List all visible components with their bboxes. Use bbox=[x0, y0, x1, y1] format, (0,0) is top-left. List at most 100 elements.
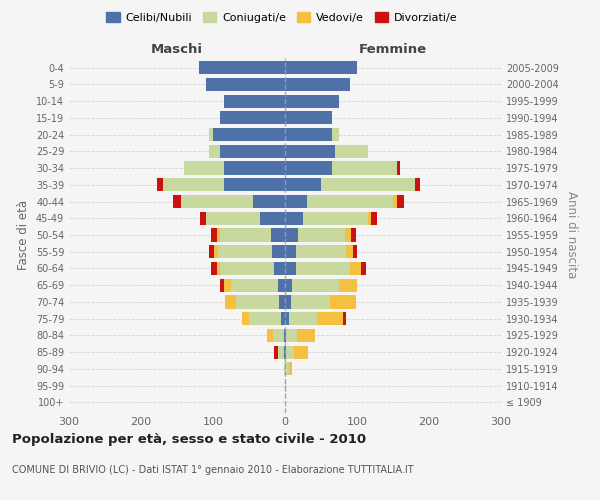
Bar bbox=[236, 296, 279, 308]
Bar bbox=[285, 144, 335, 158]
Bar bbox=[214, 245, 218, 258]
Bar bbox=[296, 262, 350, 275]
Bar bbox=[289, 362, 292, 376]
Bar bbox=[279, 296, 285, 308]
Bar bbox=[293, 346, 308, 358]
Bar bbox=[278, 278, 285, 292]
Bar bbox=[285, 195, 307, 208]
Bar bbox=[173, 195, 181, 208]
Bar bbox=[242, 312, 249, 326]
Bar bbox=[213, 128, 285, 141]
Bar bbox=[285, 362, 289, 376]
Bar bbox=[220, 144, 285, 158]
Bar bbox=[163, 178, 224, 192]
Bar bbox=[206, 78, 285, 91]
Bar bbox=[224, 278, 231, 292]
Bar bbox=[209, 128, 213, 141]
Bar bbox=[284, 346, 285, 358]
Bar bbox=[371, 212, 377, 225]
Bar bbox=[296, 245, 346, 258]
Text: COMUNE DI BRIVIO (LC) - Dati ISTAT 1° gennaio 2010 - Elaborazione TUTTITALIA.IT: COMUNE DI BRIVIO (LC) - Dati ISTAT 1° ge… bbox=[12, 465, 413, 475]
Bar bbox=[350, 262, 361, 275]
Bar bbox=[200, 212, 206, 225]
Bar bbox=[353, 245, 357, 258]
Text: Maschi: Maschi bbox=[151, 43, 203, 56]
Bar bbox=[285, 128, 332, 141]
Bar bbox=[285, 78, 350, 91]
Bar bbox=[220, 262, 274, 275]
Bar bbox=[285, 262, 296, 275]
Bar bbox=[184, 162, 224, 174]
Bar bbox=[285, 228, 298, 241]
Bar bbox=[253, 195, 285, 208]
Bar bbox=[332, 128, 339, 141]
Bar bbox=[331, 296, 356, 308]
Bar bbox=[224, 178, 285, 192]
Bar bbox=[285, 278, 292, 292]
Bar bbox=[285, 346, 286, 358]
Bar bbox=[285, 162, 332, 174]
Bar bbox=[317, 312, 343, 326]
Bar bbox=[217, 262, 220, 275]
Bar bbox=[397, 162, 400, 174]
Bar bbox=[339, 278, 357, 292]
Bar bbox=[286, 329, 297, 342]
Bar bbox=[199, 61, 285, 74]
Legend: Celibi/Nubili, Coniugati/e, Vedovi/e, Divorziati/e: Celibi/Nubili, Coniugati/e, Vedovi/e, Di… bbox=[102, 8, 462, 28]
Bar bbox=[285, 212, 303, 225]
Bar bbox=[286, 346, 293, 358]
Bar bbox=[397, 195, 404, 208]
Bar bbox=[273, 329, 284, 342]
Bar bbox=[368, 212, 371, 225]
Bar bbox=[278, 346, 284, 358]
Bar bbox=[292, 278, 339, 292]
Text: Femmine: Femmine bbox=[359, 43, 427, 56]
Bar bbox=[285, 61, 357, 74]
Bar bbox=[343, 312, 346, 326]
Bar bbox=[218, 245, 272, 258]
Bar bbox=[220, 278, 224, 292]
Bar bbox=[285, 94, 339, 108]
Bar bbox=[272, 245, 285, 258]
Bar bbox=[321, 178, 415, 192]
Y-axis label: Anni di nascita: Anni di nascita bbox=[565, 192, 578, 278]
Bar bbox=[181, 195, 253, 208]
Bar bbox=[350, 228, 356, 241]
Bar bbox=[361, 262, 367, 275]
Bar bbox=[220, 228, 271, 241]
Text: Popolazione per età, sesso e stato civile - 2010: Popolazione per età, sesso e stato civil… bbox=[12, 432, 366, 446]
Bar bbox=[224, 94, 285, 108]
Bar bbox=[285, 245, 296, 258]
Bar bbox=[297, 329, 315, 342]
Bar bbox=[249, 312, 281, 326]
Bar bbox=[346, 245, 353, 258]
Bar bbox=[285, 312, 289, 326]
Bar bbox=[345, 228, 350, 241]
Bar bbox=[415, 178, 421, 192]
Bar bbox=[220, 112, 285, 124]
Bar bbox=[209, 144, 220, 158]
Bar bbox=[285, 296, 291, 308]
Bar bbox=[285, 379, 286, 392]
Bar bbox=[298, 228, 345, 241]
Bar bbox=[284, 362, 285, 376]
Bar bbox=[289, 312, 317, 326]
Bar bbox=[217, 228, 220, 241]
Bar bbox=[260, 212, 285, 225]
Bar bbox=[157, 178, 163, 192]
Bar bbox=[335, 144, 368, 158]
Bar bbox=[393, 195, 397, 208]
Bar bbox=[285, 178, 321, 192]
Y-axis label: Fasce di età: Fasce di età bbox=[17, 200, 30, 270]
Bar bbox=[271, 228, 285, 241]
Bar bbox=[281, 312, 285, 326]
Bar bbox=[307, 195, 393, 208]
Bar bbox=[274, 346, 278, 358]
Bar bbox=[211, 228, 217, 241]
Bar bbox=[332, 162, 397, 174]
Bar bbox=[225, 296, 236, 308]
Bar bbox=[285, 329, 286, 342]
Bar bbox=[209, 245, 214, 258]
Bar bbox=[274, 262, 285, 275]
Bar bbox=[303, 212, 368, 225]
